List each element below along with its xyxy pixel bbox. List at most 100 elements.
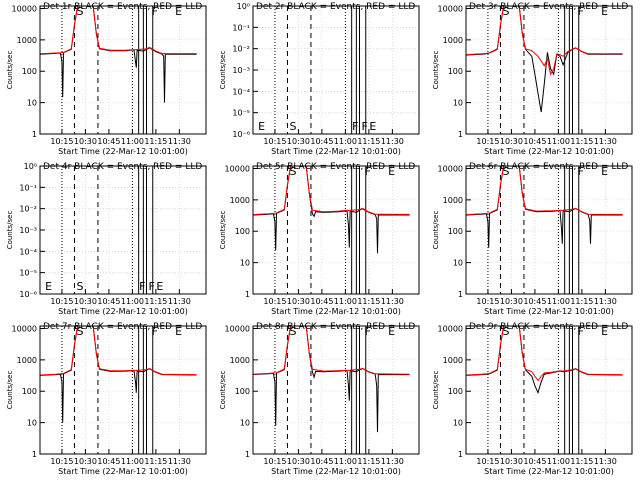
y-tick-label: 10⁻⁴	[232, 87, 250, 96]
x-tick-label: 10:30	[287, 137, 310, 146]
x-tick-label: 10:45	[523, 137, 546, 146]
y-tick-label: 10⁻⁶	[232, 130, 250, 139]
flag-label-F: F	[152, 5, 158, 18]
y-tick-label: 10⁰	[237, 2, 250, 11]
y-tick-label: 1	[245, 290, 250, 299]
y-tick-label: 10⁻²	[19, 205, 37, 214]
x-tick-label: 11:15	[144, 457, 167, 466]
y-tick-label: 1	[32, 450, 37, 459]
x-tick-label: 11:00	[547, 297, 570, 306]
x-axis-label: Start Time (22-Mar-12 10:01:00)	[271, 147, 401, 156]
y-tick-label: 10	[453, 99, 463, 108]
y-tick-label: 10	[27, 99, 37, 108]
x-tick-label: 10:30	[500, 297, 523, 306]
y-axis-label: Counts/sec	[432, 211, 440, 250]
series-line-events	[252, 325, 410, 433]
series-line-events	[39, 325, 197, 423]
panel-title: Det 1r BLACK = Events, RED = LLD	[43, 2, 202, 12]
x-tick-label: 11:00	[334, 137, 357, 146]
panel-title: Det 9r BLACK = Events, RED = LLD	[469, 322, 628, 332]
y-tick-label: 10	[27, 419, 37, 428]
x-tick-label: 11:30	[168, 457, 191, 466]
flag-label-F: F	[578, 325, 584, 338]
panel-title: Det 3r BLACK = Events, RED = LLD	[469, 2, 628, 12]
flag-label-F: F	[352, 120, 358, 133]
x-tick-label: 10:45	[97, 137, 120, 146]
x-axis-label: Start Time (22-Mar-12 10:01:00)	[484, 467, 614, 476]
y-tick-label: 1000	[230, 356, 250, 365]
x-tick-label: 11:00	[334, 297, 357, 306]
x-tick-label: 10:15	[263, 137, 286, 146]
x-tick-label: 11:00	[334, 457, 357, 466]
flag-label-E: E	[601, 325, 608, 338]
x-tick-label: 11:15	[570, 457, 593, 466]
flag-label-E: E	[388, 325, 395, 338]
y-axis-label: Counts/sec	[219, 51, 227, 90]
x-tick-label: 11:30	[168, 137, 191, 146]
x-tick-label: 11:15	[570, 297, 593, 306]
x-tick-label: 11:30	[381, 297, 404, 306]
panel-title: Det 5r BLACK = Events, RED = LLD	[256, 162, 415, 172]
y-axis-label: Counts/sec	[219, 371, 227, 410]
flag-label-S: S	[289, 120, 296, 133]
y-tick-label: 1	[32, 130, 37, 139]
series-line-lld	[465, 5, 623, 76]
x-tick-label: 10:30	[500, 457, 523, 466]
y-tick-label: 1000	[443, 196, 463, 205]
y-tick-label: 10⁻²	[232, 45, 250, 54]
x-tick-label: 10:15	[476, 297, 499, 306]
y-tick-label: 10⁻¹	[232, 23, 250, 32]
x-axis-label: Start Time (22-Mar-12 10:01:00)	[58, 147, 188, 156]
y-tick-label: 10⁻⁵	[232, 109, 250, 118]
x-axis-label: Start Time (22-Mar-12 10:01:00)	[58, 467, 188, 476]
y-tick-label: 10000	[12, 4, 37, 13]
y-tick-label: 100	[448, 67, 463, 76]
y-tick-label: 10000	[438, 324, 463, 333]
series-line-events	[465, 5, 623, 113]
series-line-events	[252, 165, 410, 254]
panel-title: Det 2r BLACK = Events, RED = LLD	[256, 2, 415, 12]
x-tick-label: 10:45	[523, 457, 546, 466]
y-tick-label: 1000	[230, 196, 250, 205]
x-axis-label: Start Time (22-Mar-12 10:01:00)	[271, 307, 401, 316]
flag-label-F: F	[578, 165, 584, 178]
flag-label-S: S	[502, 165, 509, 178]
y-tick-label: 10000	[225, 324, 250, 333]
x-axis-label: Start Time (22-Mar-12 10:01:00)	[484, 147, 614, 156]
y-tick-label: 10⁻³	[232, 66, 250, 75]
flag-label-E: E	[369, 120, 376, 133]
series-line-lld	[252, 325, 410, 375]
x-tick-label: 10:45	[310, 457, 333, 466]
flag-label-S: S	[76, 280, 83, 293]
y-tick-label: 1	[458, 130, 463, 139]
y-tick-label: 10000	[438, 4, 463, 13]
y-tick-label: 10000	[225, 164, 250, 173]
flag-label-E: E	[175, 5, 182, 18]
x-tick-label: 11:15	[144, 297, 167, 306]
series-line-events	[465, 325, 623, 395]
x-tick-label: 10:30	[287, 297, 310, 306]
y-tick-label: 1000	[17, 36, 37, 45]
flag-label-E: E	[175, 325, 182, 338]
x-tick-label: 10:45	[97, 297, 120, 306]
x-tick-label: 10:45	[310, 137, 333, 146]
flag-label-F: F	[148, 280, 154, 293]
y-tick-label: 100	[235, 387, 250, 396]
x-tick-label: 10:15	[263, 297, 286, 306]
flag-label-E: E	[45, 280, 52, 293]
x-tick-label: 10:15	[50, 297, 73, 306]
x-tick-label: 10:45	[97, 457, 120, 466]
y-axis-label: Counts/sec	[6, 371, 14, 410]
y-tick-label: 10	[240, 419, 250, 428]
y-axis-label: Counts/sec	[432, 371, 440, 410]
x-tick-label: 11:30	[168, 297, 191, 306]
y-tick-label: 10	[240, 259, 250, 268]
y-tick-label: 10⁻³	[19, 226, 37, 235]
y-tick-label: 1000	[17, 356, 37, 365]
x-axis-label: Start Time (22-Mar-12 10:01:00)	[58, 307, 188, 316]
